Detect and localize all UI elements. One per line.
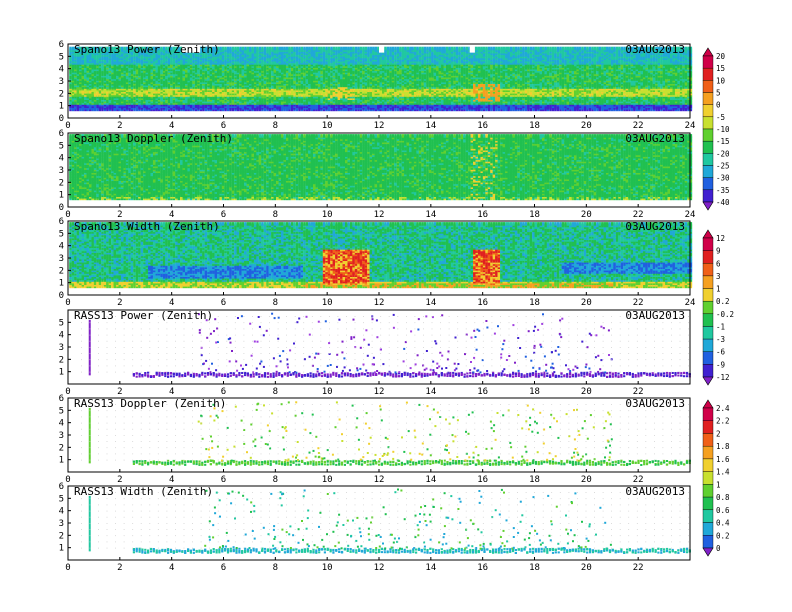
heat-cell xyxy=(222,47,224,51)
heat-cell xyxy=(254,47,256,51)
heat-cell xyxy=(234,47,236,51)
heat-cell xyxy=(252,47,254,51)
heat-cell xyxy=(244,47,246,51)
heat-cell xyxy=(227,47,229,51)
heat-cell xyxy=(242,47,244,51)
heat-cell xyxy=(229,47,231,51)
heat-cell xyxy=(232,47,234,51)
heat-cell xyxy=(249,47,251,51)
heat-cell xyxy=(247,47,249,51)
heat-cell xyxy=(220,47,222,51)
heat-cell xyxy=(69,47,71,51)
heat-cell xyxy=(237,47,239,51)
heat-cell xyxy=(259,47,261,51)
heat-cell xyxy=(256,47,258,51)
heat-cell xyxy=(261,47,263,51)
heat-cell xyxy=(224,47,226,51)
heat-cell xyxy=(239,47,241,51)
